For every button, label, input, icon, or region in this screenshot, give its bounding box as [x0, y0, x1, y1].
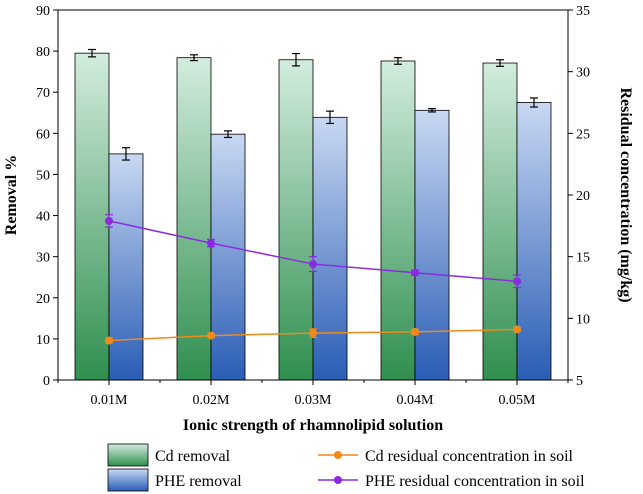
- bar-cd-4: [482, 62, 518, 381]
- bar-phe-1: [210, 133, 246, 381]
- y-tick-label-9: 90: [36, 4, 50, 19]
- y2-tick-label-5: 30: [576, 66, 590, 81]
- bar-phe-2: [312, 116, 348, 381]
- legend-label-cd-removal: Cd removal: [155, 448, 231, 465]
- y-tick-label-6: 60: [36, 127, 50, 142]
- y-tick-label-0: 0: [43, 374, 50, 389]
- y2-tick-label-2: 15: [576, 251, 590, 266]
- y-axis-title: Removal %: [3, 155, 20, 235]
- legend-label-phe-residual: PHE residual concentration in soil: [365, 473, 585, 490]
- bar-cd-1: [176, 57, 212, 381]
- legend: Cd removal PHE removal Cd residual conce…: [107, 443, 585, 492]
- y-tick-label-1: 10: [36, 333, 50, 348]
- x-axis-title: Ionic strength of rhamnolipid solution: [183, 417, 443, 434]
- bar-phe-4: [516, 102, 552, 381]
- point-1-2: [309, 260, 317, 269]
- point-0-2: [309, 329, 317, 338]
- legend-label-phe-removal: PHE removal: [155, 473, 242, 490]
- line-layer: [105, 214, 521, 345]
- bar-phe-3: [414, 109, 450, 381]
- bar-layer: [74, 48, 552, 381]
- y-tick-label-5: 50: [36, 168, 50, 183]
- bar-cd-2: [278, 59, 314, 381]
- legend-label-cd-residual: Cd residual concentration in soil: [365, 448, 574, 465]
- legend-swatch-cd-removal: [107, 443, 149, 467]
- x-tick-label-2: 0.03M: [295, 393, 333, 408]
- point-1-1: [207, 239, 215, 248]
- y-tick-label-8: 80: [36, 45, 50, 60]
- x-tick-label-4: 0.05M: [499, 393, 537, 408]
- point-1-4: [513, 277, 521, 286]
- y2-tick-label-0: 5: [576, 374, 583, 389]
- point-1-3: [411, 268, 419, 277]
- y-tick-label-4: 40: [36, 210, 50, 225]
- y2-tick-label-6: 35: [576, 4, 590, 19]
- y2-tick-label-4: 25: [576, 127, 590, 142]
- legend-marker-cd-residual: [334, 451, 342, 459]
- point-0-0: [105, 336, 113, 345]
- point-0-3: [411, 327, 419, 336]
- y2-tick-label-3: 20: [576, 189, 590, 204]
- point-1-0: [105, 216, 113, 225]
- x-tick-label-1: 0.02M: [193, 393, 231, 408]
- bar-cd-0: [74, 52, 110, 381]
- bar-phe-0: [108, 153, 144, 381]
- x-tick-label-0: 0.01M: [91, 393, 129, 408]
- y-tick-label-3: 30: [36, 251, 50, 266]
- y-tick-label-7: 70: [36, 86, 50, 101]
- y2-tick-label-1: 10: [576, 312, 590, 327]
- point-0-1: [207, 331, 215, 340]
- axes-layer: 0 10 20 30 40 50 60 70 80 90 5 10 15 20 25 30 35 0.01M 0.0…: [36, 4, 590, 408]
- point-0-4: [513, 325, 521, 334]
- x-tick-label-3: 0.04M: [397, 393, 435, 408]
- legend-marker-phe-residual: [334, 476, 342, 484]
- y2-axis-title: Residual concentration (mg/kg): [617, 87, 634, 302]
- legend-swatch-phe-removal: [107, 468, 149, 492]
- y-tick-label-2: 20: [36, 292, 50, 307]
